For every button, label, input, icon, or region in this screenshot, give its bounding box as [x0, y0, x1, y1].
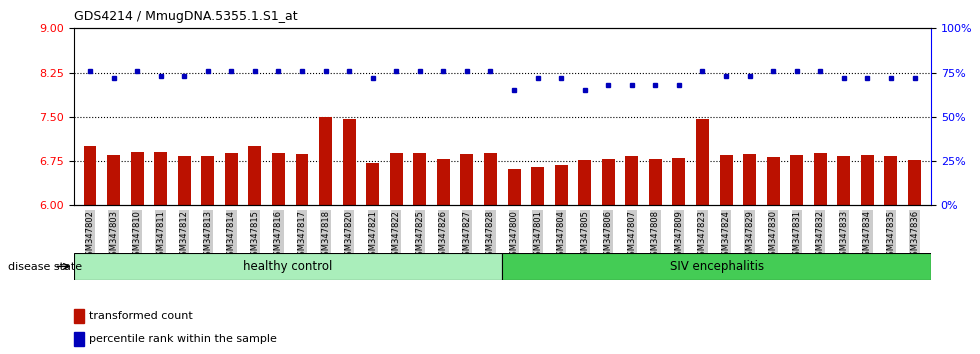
Text: percentile rank within the sample: percentile rank within the sample: [89, 334, 276, 344]
Bar: [531, 167, 544, 205]
Bar: [437, 159, 450, 205]
Bar: [649, 159, 662, 205]
Bar: [74, 332, 83, 346]
Bar: [743, 154, 757, 205]
Bar: [367, 163, 379, 205]
Bar: [672, 158, 685, 205]
Bar: [224, 153, 238, 205]
Bar: [484, 153, 497, 205]
Bar: [390, 153, 403, 205]
Bar: [248, 146, 262, 205]
Text: disease state: disease state: [8, 262, 82, 272]
Text: healthy control: healthy control: [243, 260, 332, 273]
Bar: [461, 154, 473, 205]
Bar: [74, 253, 502, 280]
Bar: [74, 309, 83, 323]
Text: SIV encephalitis: SIV encephalitis: [669, 260, 763, 273]
Bar: [696, 119, 709, 205]
Bar: [860, 155, 874, 205]
Bar: [83, 146, 96, 205]
Bar: [130, 152, 144, 205]
Bar: [837, 156, 851, 205]
Bar: [766, 157, 780, 205]
Bar: [555, 165, 567, 205]
Bar: [319, 117, 332, 205]
Bar: [107, 155, 120, 205]
Text: GDS4214 / MmugDNA.5355.1.S1_at: GDS4214 / MmugDNA.5355.1.S1_at: [74, 10, 297, 23]
Bar: [508, 169, 520, 205]
Bar: [813, 153, 827, 205]
Text: transformed count: transformed count: [89, 311, 193, 321]
Bar: [272, 153, 285, 205]
Bar: [602, 159, 614, 205]
Bar: [177, 156, 191, 205]
Bar: [790, 155, 804, 205]
Bar: [502, 253, 931, 280]
Bar: [201, 156, 215, 205]
Bar: [578, 160, 591, 205]
Bar: [885, 156, 898, 205]
Bar: [908, 160, 921, 205]
Bar: [719, 155, 732, 205]
Bar: [625, 156, 638, 205]
Bar: [154, 152, 168, 205]
Bar: [343, 119, 356, 205]
Bar: [414, 153, 426, 205]
Bar: [296, 154, 309, 205]
